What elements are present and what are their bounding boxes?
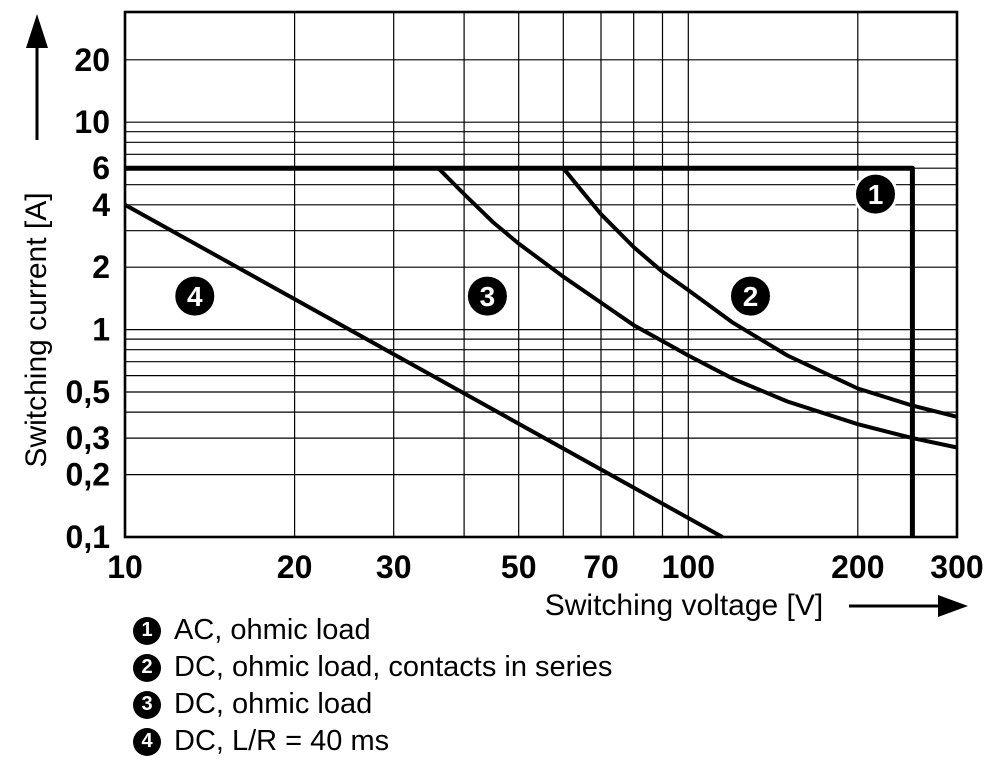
- legend-item-1: 1 AC, ohmic load: [133, 612, 612, 649]
- y-tick-label-4: 4: [92, 187, 110, 223]
- y-tick-label-10: 10: [74, 104, 110, 140]
- y-axis-title: Switching current [A]: [20, 192, 53, 468]
- curve-marker-3: [464, 273, 510, 319]
- legend-item-4: 4 DC, L/R = 40 ms: [133, 723, 612, 760]
- y-tick-label-0,1: 0,1: [66, 519, 110, 555]
- x-axis-title: Switching voltage [V]: [544, 589, 824, 622]
- curve-1: [125, 165, 915, 537]
- legend-label: DC, L/R = 40 ms: [174, 725, 390, 757]
- x-axis-arrow-icon: [938, 595, 968, 617]
- x-tick-label-70: 70: [583, 549, 619, 585]
- x-tick-label-20: 20: [277, 549, 313, 585]
- x-tick-label-300: 300: [930, 549, 983, 585]
- legend-item-3: 3 DC, ohmic load: [133, 686, 612, 723]
- legend-item-2: 2 DC, ohmic load, contacts in series: [133, 649, 612, 686]
- y-axis-arrow-icon: [26, 14, 48, 48]
- y-tick-label-0,5: 0,5: [66, 374, 110, 410]
- y-tick-label-20: 20: [74, 42, 110, 78]
- curve-marker-label-3: 3: [480, 281, 496, 312]
- curve-marker-label-2: 2: [743, 281, 759, 312]
- y-tick-label-2: 2: [92, 249, 110, 285]
- curve-marker-2: [728, 273, 773, 319]
- y-tick-label-0,3: 0,3: [66, 420, 110, 456]
- x-tick-label-100: 100: [662, 549, 715, 585]
- curve-marker-4: [172, 273, 218, 319]
- legend-marker-1-icon: 1: [133, 616, 161, 645]
- curve-2: [561, 166, 958, 419]
- x-tick-label-10: 10: [107, 549, 143, 585]
- legend-label: DC, ohmic load, contacts in series: [174, 651, 613, 683]
- curve-4: [124, 203, 724, 539]
- legend-label: AC, ohmic load: [174, 614, 371, 646]
- curve-marker-label-4: 4: [187, 281, 203, 312]
- curve-marker-label-1: 1: [868, 179, 884, 210]
- legend-marker-3-icon: 3: [133, 690, 161, 719]
- y-tick-label-0,2: 0,2: [66, 457, 110, 493]
- x-tick-label-200: 200: [831, 549, 884, 585]
- y-tick-label-1: 1: [92, 312, 110, 348]
- curve-marker-1: [853, 171, 898, 217]
- legend-marker-4-icon: 4: [133, 727, 161, 756]
- curve-3: [436, 166, 958, 450]
- x-tick-label-50: 50: [501, 549, 537, 585]
- plot-border: [123, 10, 959, 539]
- legend-marker-2-icon: 2: [133, 653, 161, 682]
- x-tick-label-30: 30: [376, 549, 412, 585]
- legend: 1 AC, ohmic load 2 DC, ohmic load, contacts…: [133, 612, 612, 760]
- legend-label: DC, ohmic load: [174, 688, 373, 720]
- y-tick-label-6: 6: [92, 150, 110, 186]
